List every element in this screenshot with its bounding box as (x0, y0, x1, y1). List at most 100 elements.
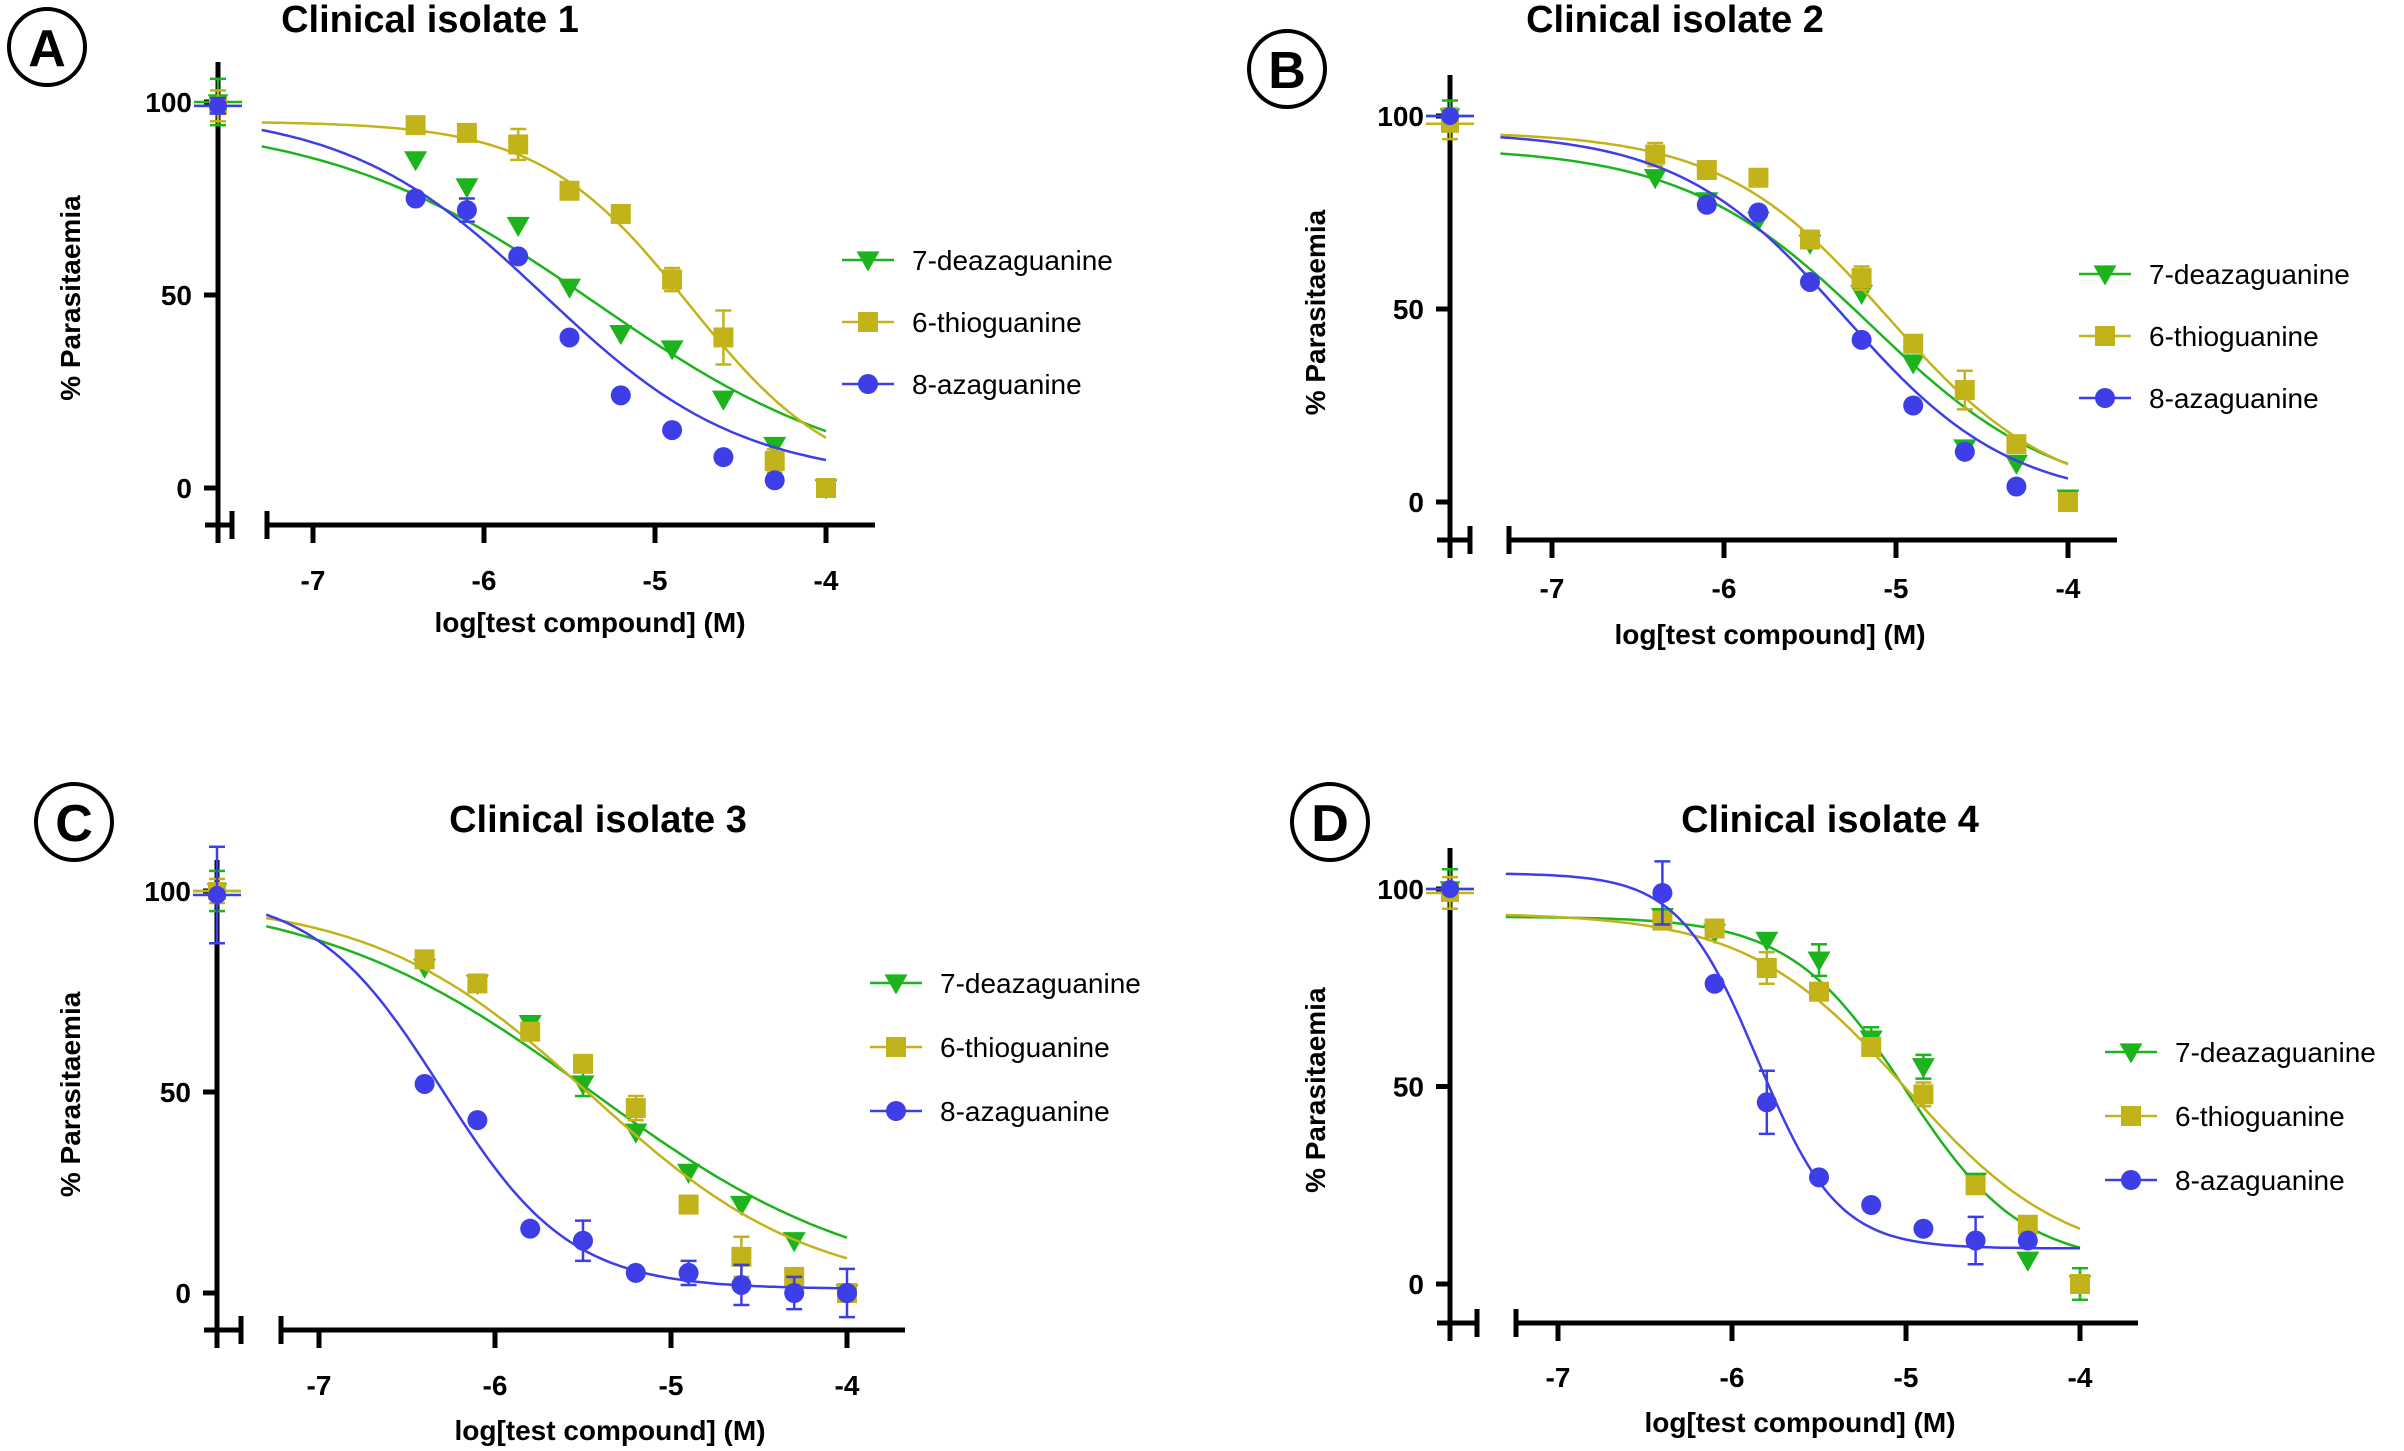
legend-item: 8-azaguanine (2105, 1165, 2345, 1196)
data-point (1954, 380, 1975, 401)
x-tick-label: -4 (835, 1370, 860, 1401)
fit-curve (261, 128, 827, 462)
x-axis-label: log[test compound] (M) (1614, 619, 1925, 650)
legend-label: 7-deazaguanine (912, 245, 1113, 276)
series-7-deazaguanine (1426, 99, 2080, 510)
fit-curve (1505, 872, 2080, 1250)
y-tick-label: 100 (1377, 101, 1424, 132)
data-point (1696, 160, 1717, 181)
data-point (414, 949, 435, 970)
panel-letter: D (1311, 795, 1349, 853)
legend-item: 8-azaguanine (870, 1096, 1110, 1127)
data-point (713, 327, 734, 348)
legend-marker (856, 251, 880, 272)
data-point (610, 203, 631, 224)
data-point (1954, 441, 1975, 462)
y-tick-label: 50 (161, 280, 192, 311)
panel-letter-circle (7, 7, 87, 87)
data-point (1901, 354, 1925, 375)
data-point (1704, 973, 1725, 994)
x-tick-label: -7 (1546, 1362, 1571, 1393)
data-point (573, 1053, 593, 1074)
data-point (558, 278, 581, 299)
data-point (1755, 931, 1779, 952)
control-point (208, 886, 226, 905)
data-point (520, 1021, 541, 1042)
control-point (209, 96, 227, 115)
data-point (729, 1195, 753, 1217)
panel-a: A Clinical isolate 1 0 50 100 -7 -6 -5 -4 log[tes… (7, 0, 1113, 638)
data-point (662, 269, 683, 290)
fit-curve (265, 916, 848, 1260)
data-point (1756, 958, 1777, 978)
series-6-thioguanine (1426, 107, 2078, 512)
data-point (2058, 492, 2078, 512)
legend-label: 8-azaguanine (2175, 1165, 2345, 1196)
y-axis-label: % Parasitaemia (55, 991, 86, 1197)
legend-label: 8-azaguanine (912, 369, 1082, 400)
data-point (559, 180, 580, 201)
data-point (678, 1262, 699, 1283)
data-point (2017, 1214, 2038, 1235)
data-point (677, 1163, 701, 1184)
legend-label: 8-azaguanine (2149, 383, 2319, 414)
data-point (467, 973, 488, 994)
fit-curve (1505, 915, 2081, 1249)
control-point (1441, 107, 1459, 125)
legend-marker (2119, 1043, 2143, 1064)
data-point (1851, 329, 1872, 350)
data-point (816, 478, 836, 498)
x-tick-label: -5 (643, 565, 668, 596)
fit-curve (261, 145, 827, 433)
legend-marker (2093, 265, 2117, 286)
data-point (1652, 882, 1673, 903)
x-tick-label: -5 (659, 1370, 684, 1401)
series-8-azaguanine (193, 845, 857, 1319)
x-tick-label: -4 (814, 565, 839, 596)
legend-label: 6-thioguanine (940, 1032, 1110, 1063)
panel-letter-circle (1290, 782, 1370, 862)
data-point (784, 1283, 805, 1303)
legend-item: 7-deazaguanine (2105, 1037, 2376, 1068)
panel-b: B Clinical isolate 2 0 50 100 -7 -6 -5 -4 log[tes… (1247, 0, 2350, 650)
y-axis-label: % Parasitaemia (1300, 209, 1331, 415)
panel-letter: B (1268, 42, 1306, 100)
legend-item: 6-thioguanine (842, 307, 1082, 338)
legend-label: 6-thioguanine (2175, 1101, 2345, 1132)
y-tick-label: 100 (1377, 874, 1424, 905)
data-point (1809, 981, 1829, 1002)
chart-title: Clinical isolate 1 (281, 0, 579, 41)
data-point (559, 327, 580, 348)
data-point (662, 420, 683, 441)
panel-d: D Clinical isolate 4 0 50 100 -7 -6 -5 -4 log[tes… (1290, 782, 2376, 1438)
data-point (1913, 1084, 1934, 1105)
data-point (1861, 1195, 1882, 1215)
legend-marker (2121, 1106, 2141, 1126)
data-point (467, 1110, 488, 1131)
data-point (1704, 918, 1725, 939)
series-6-thioguanine (1426, 875, 2090, 1294)
data-point (837, 1283, 857, 1303)
series-8-azaguanine (1426, 860, 2080, 1266)
data-point (2017, 1230, 2038, 1251)
data-point (405, 115, 426, 136)
fit-curve (1505, 913, 2081, 1230)
chart-title: Clinical isolate 4 (1681, 799, 1979, 841)
fit-curve (1500, 133, 2069, 466)
data-point (2016, 1251, 2040, 1272)
y-tick-label: 0 (175, 1278, 191, 1309)
y-tick-label: 0 (1408, 1269, 1424, 1300)
data-point (2006, 434, 2027, 455)
x-axis-label: log[test compound] (M) (454, 1415, 765, 1446)
fit-curve (265, 924, 848, 1239)
data-point (456, 200, 477, 221)
legend-marker (886, 1037, 906, 1057)
series-8-azaguanine (194, 96, 827, 491)
data-point (1965, 1230, 1986, 1251)
data-point (2004, 454, 2028, 475)
data-point (414, 1073, 435, 1094)
data-point (1645, 144, 1666, 165)
fit-curve (1500, 135, 2069, 480)
data-point (764, 470, 785, 491)
